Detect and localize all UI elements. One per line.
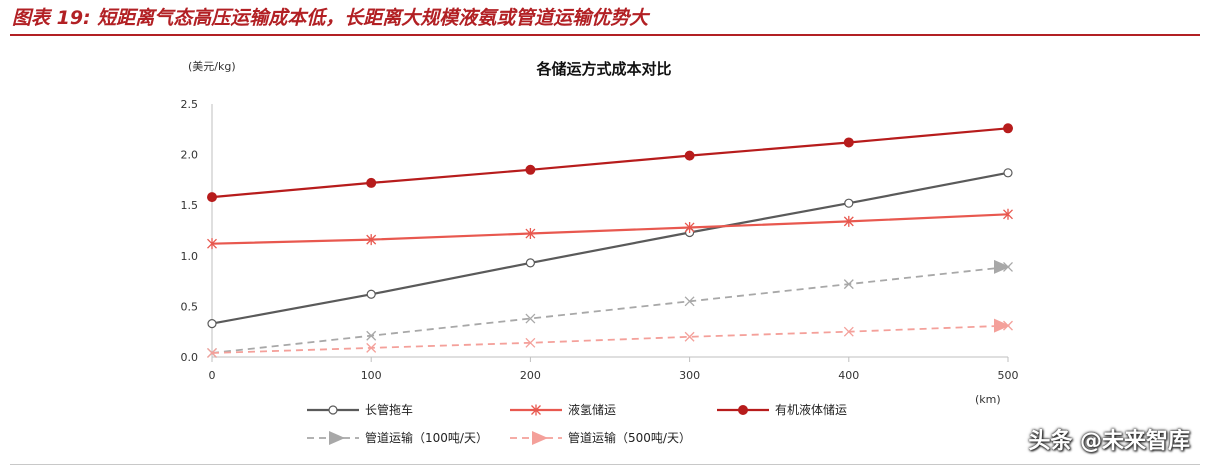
data-point (684, 221, 695, 233)
y-tick-label: 2.5 (181, 98, 199, 111)
figure-title: 图表 19: 短距离气态高压运输成本低，长距离大规模液氨或管道运输优势大 (12, 7, 649, 29)
data-point (1003, 208, 1013, 220)
legend-item: 有机液体储运 (717, 402, 847, 417)
series-4 (207, 318, 1013, 358)
y-tick-label: 0.5 (181, 300, 199, 313)
x-tick-label: 200 (520, 369, 541, 382)
data-point (366, 177, 377, 188)
data-point (1003, 123, 1013, 134)
legend-marker (531, 404, 541, 416)
data-point (843, 137, 854, 148)
series-line (211, 213, 1009, 245)
series-end-arrow (994, 259, 1010, 274)
x-tick-label: 400 (838, 369, 859, 382)
series-layer (207, 123, 1013, 358)
data-point (207, 192, 217, 203)
legend-item: 液氢储运 (510, 402, 616, 417)
legend-label: 有机液体储运 (775, 402, 847, 417)
series-end-arrow (994, 318, 1010, 333)
data-point (525, 258, 536, 268)
data-point (366, 342, 377, 353)
footer-rule (10, 464, 1200, 465)
data-point (684, 296, 695, 307)
legend-item: 长管拖车 (307, 402, 413, 417)
legend-item: 管道运输（500吨/天） (510, 430, 691, 445)
series-line (211, 171, 1009, 325)
data-point (843, 279, 854, 290)
data-point (207, 319, 217, 329)
legend-label: 管道运输（100吨/天） (365, 430, 488, 445)
data-point (525, 228, 536, 240)
series-line (211, 324, 1009, 354)
data-point (525, 313, 536, 324)
y-tick-label: 1.5 (181, 199, 199, 212)
data-point (1003, 320, 1013, 331)
axes: 0.0 0.5 1.0 1.5 2.0 2.5 0 100 200 300 400 500 (181, 98, 1019, 382)
data-point (1003, 261, 1013, 272)
legend-marker (328, 405, 338, 415)
y-tick-label: 0.0 (181, 351, 199, 364)
legend-arrow (532, 431, 548, 445)
watermark: 头条 @未来智库 (1028, 429, 1190, 454)
y-tick-label: 2.0 (181, 149, 199, 162)
x-axis-label: (km) (975, 393, 1001, 406)
data-point (684, 150, 695, 161)
data-point (207, 347, 217, 358)
data-point (366, 289, 376, 299)
data-point (843, 326, 854, 337)
legend-label: 管道运输（500吨/天） (568, 430, 691, 445)
data-point (843, 215, 854, 227)
legend-item: 管道运输（100吨/天） (307, 430, 488, 445)
y-tick-label: 1.0 (181, 250, 199, 263)
data-point (525, 164, 536, 175)
x-tick-label: 100 (361, 369, 382, 382)
chart-title: 各储运方式成本对比 (535, 60, 671, 78)
title-rule (10, 34, 1200, 36)
data-point (525, 337, 536, 348)
series-1 (207, 208, 1013, 250)
data-point (844, 198, 854, 208)
series-3 (207, 259, 1013, 358)
legend-label: 液氢储运 (568, 402, 616, 417)
series-line (211, 127, 1009, 199)
legend-label: 长管拖车 (365, 402, 413, 417)
data-point (1003, 168, 1013, 178)
legend-marker (738, 405, 748, 415)
legend-arrow (329, 431, 345, 445)
data-point (207, 238, 217, 250)
series-line (211, 266, 1009, 354)
data-point (366, 234, 377, 246)
series-0 (207, 168, 1013, 329)
series-2 (207, 123, 1013, 203)
data-point (366, 330, 377, 341)
y-axis-label: (美元/kg) (188, 60, 236, 73)
x-tick-label: 300 (679, 369, 700, 382)
x-tick-label: 0 (209, 369, 216, 382)
data-point (684, 331, 695, 342)
x-tick-label: 500 (998, 369, 1019, 382)
